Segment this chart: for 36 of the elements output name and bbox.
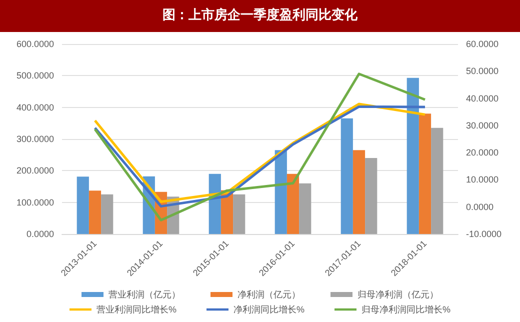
bar — [352, 150, 366, 234]
y2-tick-label: 50.0000 — [466, 66, 499, 76]
bar — [418, 114, 432, 234]
y2-tick-label: 40.0000 — [466, 93, 499, 104]
y-tick-label: 500.0000 — [16, 70, 54, 81]
bar — [233, 194, 246, 234]
y-tick-label: 300.0000 — [16, 134, 54, 144]
legend-label: 净利润同比增长% — [234, 304, 305, 314]
y-tick-label: 200.0000 — [16, 166, 54, 176]
y-tick-label: 100.0000 — [16, 197, 54, 208]
bar — [299, 183, 312, 234]
legend-label: 归母净利润同比增长% — [362, 304, 451, 314]
y2-tick-label: 30.0000 — [466, 120, 499, 130]
y2-tick-label: 60.0000 — [466, 39, 499, 49]
y2-tick-label: 20.0000 — [466, 148, 499, 158]
y2-tick-label: 10.0000 — [466, 174, 499, 185]
legend-label: 营业利润同比增长% — [96, 304, 177, 314]
bar — [88, 190, 102, 234]
bar — [274, 150, 287, 234]
bar — [431, 128, 444, 234]
line-series — [94, 72, 426, 222]
bar — [406, 78, 419, 234]
chart-title: 图：上市房企一季度盈利同比变化 — [0, 0, 520, 32]
bar — [76, 176, 89, 234]
bar — [286, 174, 300, 234]
y-tick-label: 0.0000 — [26, 229, 54, 239]
bar — [340, 118, 353, 234]
legend-label: 营业利润（亿元） — [108, 290, 180, 300]
bar — [101, 194, 114, 234]
bar — [365, 158, 378, 234]
legend-label: 归母净利润（亿元） — [358, 290, 438, 300]
legend-label: 净利润（亿元） — [238, 290, 300, 300]
y-tick-label: 600.0000 — [16, 39, 54, 49]
y2-tick-label: 0.0000 — [466, 202, 494, 212]
y2-tick-label: -10.0000 — [466, 229, 502, 239]
y-tick-label: 400.0000 — [16, 102, 54, 112]
